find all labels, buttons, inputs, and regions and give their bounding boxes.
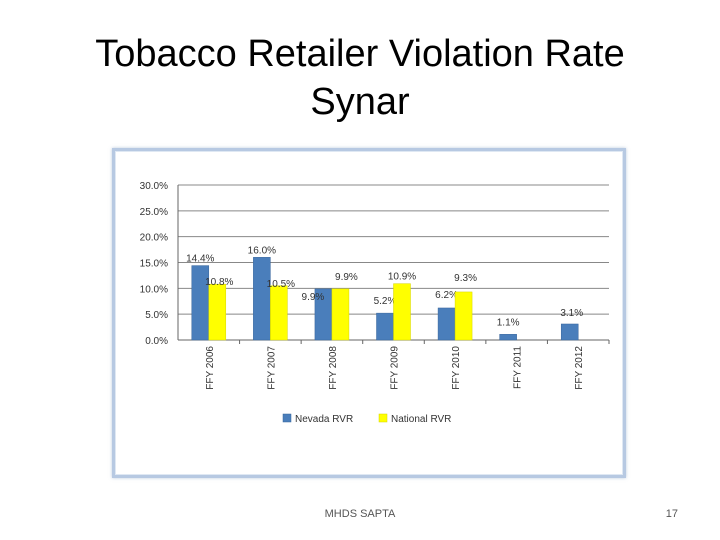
bar-nevada bbox=[499, 334, 517, 341]
y-tick-label: 25.0% bbox=[140, 207, 168, 218]
bar-national bbox=[270, 285, 288, 341]
page-number: 17 bbox=[665, 508, 678, 520]
data-label: 14.4% bbox=[186, 254, 214, 265]
y-tick-label: 20.0% bbox=[140, 233, 168, 244]
x-tick-label: FFY 2011 bbox=[513, 346, 524, 389]
y-tick-label: 15.0% bbox=[140, 259, 168, 270]
bar-national bbox=[331, 288, 350, 341]
y-tick-label: 10.0% bbox=[140, 284, 168, 295]
bar-national bbox=[454, 291, 473, 341]
bar-national bbox=[208, 283, 227, 341]
bar-nevada bbox=[253, 257, 271, 341]
x-tick-label: FFY 2012 bbox=[574, 346, 585, 390]
legend-swatch bbox=[378, 413, 388, 423]
slide-title: Tobacco Retailer Violation Rate Synar bbox=[40, 30, 680, 126]
data-label: 9.9% bbox=[302, 292, 325, 303]
x-tick-label: FFY 2008 bbox=[328, 346, 339, 390]
data-label: 10.5% bbox=[267, 279, 295, 290]
bar-national bbox=[393, 283, 411, 341]
data-label: 6.2% bbox=[435, 290, 458, 301]
legend-label: National RVR bbox=[391, 414, 451, 425]
title-line-1: Tobacco Retailer Violation Rate bbox=[95, 33, 625, 75]
footer-text: MHDS SAPTA bbox=[324, 508, 396, 520]
data-label: 10.9% bbox=[388, 272, 416, 283]
title-line-2: Synar bbox=[310, 81, 410, 123]
data-label: 9.9% bbox=[335, 272, 358, 283]
data-label: 3.1% bbox=[560, 308, 583, 319]
y-tick-label: 5.0% bbox=[145, 310, 168, 321]
y-tick-label: 30.0% bbox=[140, 181, 168, 192]
data-label: 1.1% bbox=[497, 317, 520, 328]
bar-nevada bbox=[437, 307, 456, 341]
data-label: 10.8% bbox=[205, 277, 233, 288]
bar-chart: 0.0% 5.0% 10.0% 15.0% 20.0% 25.0% 30.0% FFY 200… bbox=[140, 181, 610, 425]
x-tick-label: FFY 2007 bbox=[266, 346, 277, 390]
bar-nevada bbox=[376, 312, 394, 341]
y-tick-label: 0.0% bbox=[145, 336, 168, 347]
legend-swatch bbox=[282, 413, 292, 423]
x-tick-label: FFY 2010 bbox=[451, 346, 462, 390]
data-label: 5.2% bbox=[374, 296, 397, 307]
x-tick-label: FFY 2006 bbox=[205, 346, 216, 390]
data-label: 9.3% bbox=[454, 273, 477, 284]
x-tick-label: FFY 2009 bbox=[390, 346, 401, 390]
data-label: 16.0% bbox=[248, 245, 276, 256]
bar-nevada bbox=[560, 323, 579, 341]
chart-frame: 0.0% 5.0% 10.0% 15.0% 20.0% 25.0% 30.0% FFY 200… bbox=[112, 148, 626, 478]
legend-label: Nevada RVR bbox=[295, 414, 353, 425]
